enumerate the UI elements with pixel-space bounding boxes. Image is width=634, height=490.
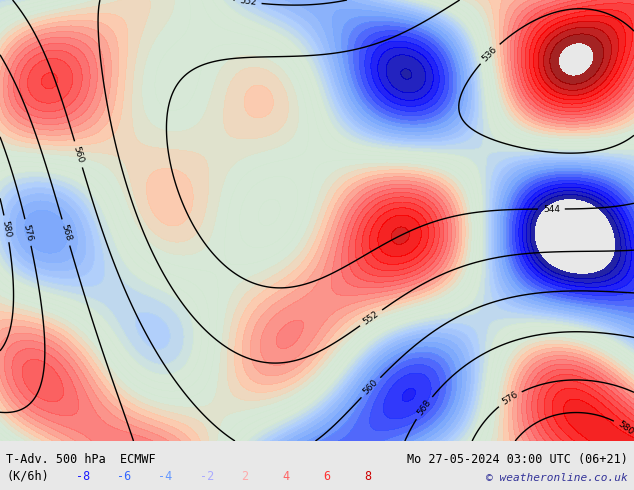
Text: T-Adv. 500 hPa  ECMWF: T-Adv. 500 hPa ECMWF xyxy=(6,453,156,466)
Text: 580: 580 xyxy=(616,419,634,437)
Text: 560: 560 xyxy=(72,145,85,164)
Text: -8: -8 xyxy=(76,469,90,483)
Text: 576: 576 xyxy=(22,223,34,242)
Text: 4: 4 xyxy=(282,469,289,483)
Text: 552: 552 xyxy=(239,0,257,7)
Text: 6: 6 xyxy=(323,469,330,483)
Text: 552: 552 xyxy=(361,309,380,326)
Text: 544: 544 xyxy=(543,204,560,214)
Text: 568: 568 xyxy=(415,398,432,417)
Text: © weatheronline.co.uk: © weatheronline.co.uk xyxy=(486,473,628,483)
Text: -4: -4 xyxy=(158,469,172,483)
Text: 580: 580 xyxy=(1,220,13,238)
Text: 576: 576 xyxy=(500,390,519,407)
Text: (K/6h): (K/6h) xyxy=(6,469,49,483)
Text: 568: 568 xyxy=(59,223,73,242)
Text: 2: 2 xyxy=(241,469,248,483)
Text: Mo 27-05-2024 03:00 UTC (06+21): Mo 27-05-2024 03:00 UTC (06+21) xyxy=(407,453,628,466)
Text: 560: 560 xyxy=(361,378,380,397)
Text: -6: -6 xyxy=(117,469,131,483)
Text: -2: -2 xyxy=(200,469,214,483)
Text: 8: 8 xyxy=(365,469,372,483)
Text: 536: 536 xyxy=(481,45,499,63)
